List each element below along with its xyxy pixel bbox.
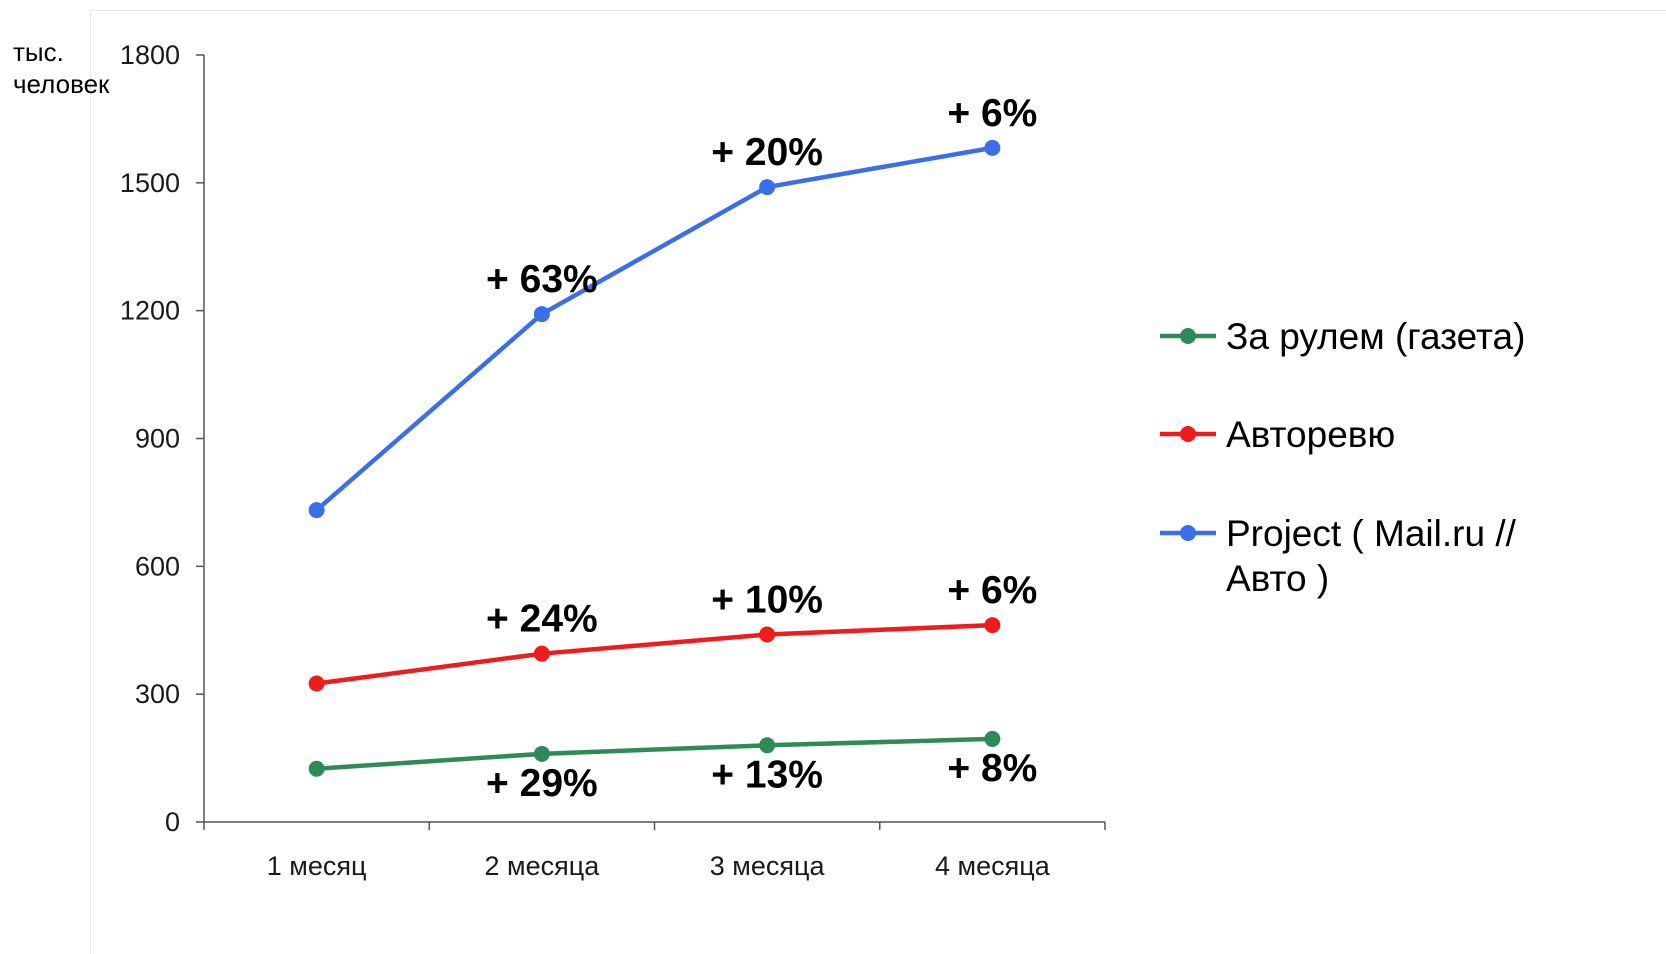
frame-border-top	[90, 10, 1666, 11]
legend-swatch-marker	[1180, 426, 1196, 442]
legend-swatch-marker	[1180, 525, 1196, 541]
data-label: + 10%	[711, 579, 823, 622]
data-point	[984, 730, 1001, 747]
legend-label: Авто )	[1226, 558, 1329, 599]
y-tick-label: 300	[135, 679, 180, 709]
data-point	[984, 617, 1001, 634]
data-point	[308, 760, 325, 777]
data-point	[759, 626, 776, 643]
y-tick-label: 0	[165, 807, 180, 837]
series-line	[316, 736, 993, 771]
y-tick-label: 900	[135, 424, 180, 454]
data-label: + 63%	[486, 258, 598, 301]
data-label: + 8%	[947, 747, 1037, 790]
legend-swatch-marker	[1180, 328, 1196, 344]
data-point	[984, 139, 1001, 156]
frame-border-left	[90, 10, 91, 954]
data-point	[308, 675, 325, 692]
y-tick-label: 1200	[120, 296, 180, 326]
data-point	[759, 737, 776, 754]
data-label: + 24%	[486, 598, 598, 641]
data-point	[759, 179, 776, 196]
x-tick-label: 2 месяца	[485, 851, 601, 881]
data-label: + 6%	[947, 569, 1037, 612]
y-axis-unit-label: тыс. человек	[13, 37, 110, 99]
series-line	[315, 145, 993, 512]
legend-label: Авторевю	[1226, 414, 1395, 455]
legend-label: Project ( Mail.ru //	[1226, 513, 1517, 554]
x-tick-label: 3 месяца	[710, 851, 826, 881]
data-point	[308, 502, 325, 519]
data-label: + 6%	[947, 92, 1037, 135]
data-point	[533, 306, 550, 323]
y-tick-label: 1500	[120, 168, 180, 198]
y-tick-label: 1800	[120, 40, 180, 70]
data-point	[533, 645, 550, 662]
data-label: + 29%	[486, 762, 598, 805]
data-label: + 20%	[711, 131, 823, 174]
x-tick-label: 4 месяца	[935, 851, 1051, 881]
series-line	[316, 622, 993, 686]
y-tick-label: 600	[135, 551, 180, 581]
legend-label: За рулем (газета)	[1226, 316, 1525, 357]
x-tick-label: 1 месяц	[267, 851, 367, 881]
data-point	[533, 745, 550, 762]
data-label: + 13%	[711, 753, 823, 796]
